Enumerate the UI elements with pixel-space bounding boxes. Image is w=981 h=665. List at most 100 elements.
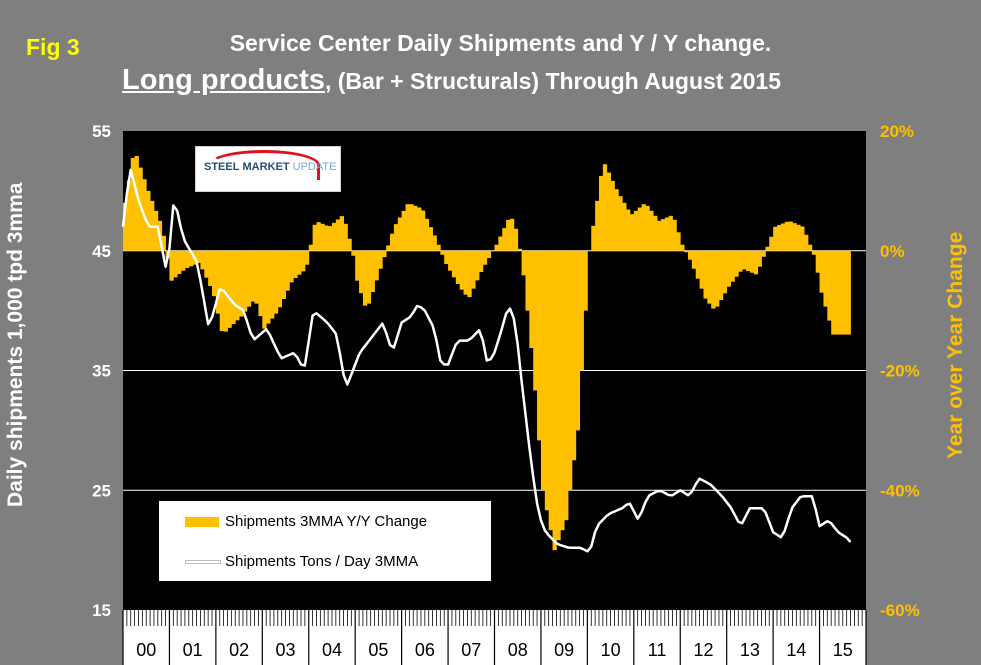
bar <box>583 250 588 311</box>
bar <box>320 223 325 251</box>
bar <box>250 250 255 302</box>
bar <box>734 250 739 277</box>
bar <box>188 250 194 267</box>
bar <box>699 250 704 289</box>
bar <box>637 207 642 251</box>
x-axis: 00 01 02 03 04 05 06 07 08 09 10 11 12 13 14 15 <box>122 610 867 665</box>
bar <box>161 235 166 251</box>
bar <box>807 244 813 251</box>
bar <box>568 250 573 491</box>
bar <box>366 250 372 304</box>
bar <box>815 250 820 273</box>
bar <box>540 250 546 491</box>
figure-label: Fig 3 <box>26 34 80 60</box>
bar <box>212 250 217 297</box>
bar <box>695 250 700 279</box>
bar <box>432 235 437 251</box>
bar <box>765 246 770 251</box>
bar <box>428 227 433 251</box>
steel-market-update-logo: STEEL MARKET UPDATE <box>195 146 341 192</box>
bar <box>730 250 735 282</box>
bar <box>626 209 631 251</box>
bar <box>722 250 728 294</box>
bar <box>335 219 341 251</box>
bar <box>703 250 708 299</box>
x-tick-label: 07 <box>461 640 481 660</box>
x-tick-label: 02 <box>229 640 249 660</box>
bar <box>715 250 720 307</box>
bar <box>177 250 182 275</box>
bar <box>424 218 430 251</box>
y-tick-left: 35 <box>92 362 111 381</box>
bar <box>506 219 511 251</box>
bar <box>227 250 232 328</box>
bar <box>173 250 178 278</box>
bar <box>235 250 240 321</box>
bar <box>749 250 755 273</box>
x-tick-label: 06 <box>415 640 435 660</box>
bar <box>130 157 136 251</box>
x-tick-label: 05 <box>368 640 388 660</box>
bar <box>544 250 550 511</box>
y-tick-left: 15 <box>92 601 111 620</box>
bar <box>440 250 445 255</box>
bar <box>691 250 697 269</box>
bar <box>629 214 635 251</box>
bar <box>838 250 844 335</box>
bar <box>761 250 766 257</box>
x-tick-label: 12 <box>693 640 713 660</box>
bar <box>718 250 724 300</box>
bar <box>517 248 522 251</box>
bar <box>254 250 259 304</box>
logo-word-market: MARKET <box>242 161 290 173</box>
bar <box>649 210 654 251</box>
bar <box>788 221 793 251</box>
bar <box>273 250 279 314</box>
bar <box>525 250 530 311</box>
bar <box>208 250 213 287</box>
bar <box>571 250 577 461</box>
bar <box>262 250 267 329</box>
bar <box>471 250 476 289</box>
bar <box>285 250 290 291</box>
bar <box>455 250 461 285</box>
legend-item-bars: Shipments 3MMA Y/Y Change <box>225 513 428 530</box>
y-tick-left: 45 <box>92 242 111 261</box>
bar <box>513 228 519 251</box>
y-tick-right: -20% <box>880 362 920 381</box>
bar <box>552 250 557 551</box>
legend-item-line: Shipments Tons / Day 3MMA <box>225 553 419 570</box>
bar <box>289 250 294 283</box>
bar <box>390 233 395 251</box>
bar <box>746 250 751 272</box>
y-tick-right: 20% <box>880 122 914 141</box>
bar <box>281 250 286 299</box>
subtitle-rest: , (Bar + Structurals) Through August 201… <box>324 68 782 94</box>
bar <box>378 250 383 269</box>
y-tick-right: 0% <box>880 242 905 261</box>
bar <box>204 250 209 278</box>
bar <box>184 250 190 269</box>
bar <box>811 250 817 255</box>
bar <box>618 196 623 251</box>
bar <box>529 250 534 349</box>
bar <box>386 245 391 251</box>
bar <box>776 225 782 251</box>
bar <box>498 236 503 251</box>
bar <box>773 226 778 251</box>
bar <box>181 250 186 271</box>
bar <box>448 250 453 271</box>
bar <box>417 207 422 251</box>
bar <box>347 238 352 251</box>
chart-subtitle: Long products, (Bar + Structurals) Throu… <box>122 64 781 97</box>
bar <box>343 223 348 251</box>
bar <box>653 215 658 251</box>
bar <box>831 250 836 335</box>
bar <box>239 250 244 317</box>
x-tick-label: 10 <box>601 640 621 660</box>
bar <box>359 250 364 294</box>
y-tick-left: 25 <box>92 481 111 500</box>
bar <box>738 250 743 272</box>
bar <box>451 250 457 278</box>
bar <box>680 244 685 251</box>
